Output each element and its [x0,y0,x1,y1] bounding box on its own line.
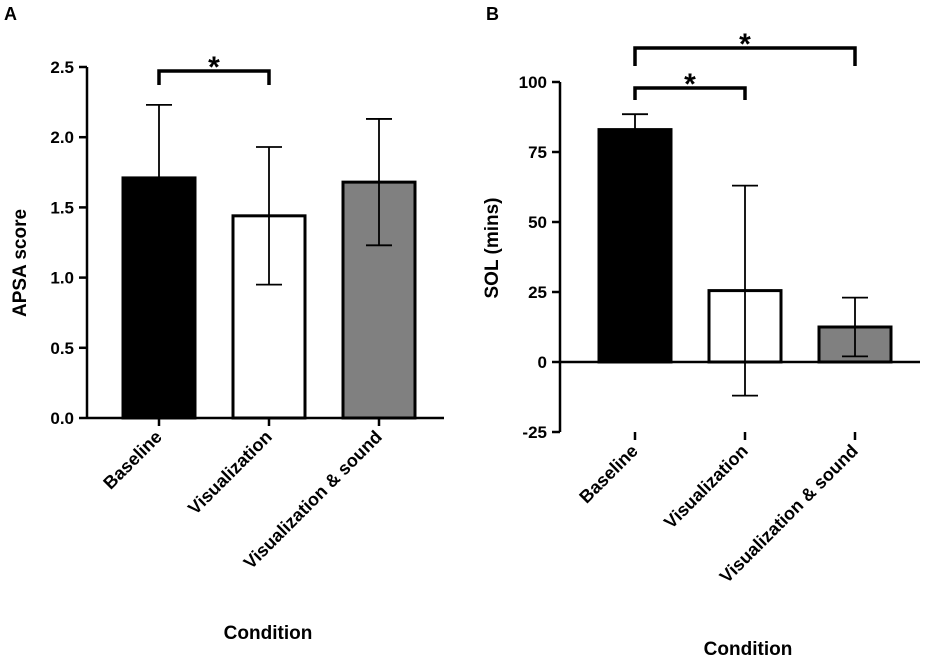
panel-b-y-axis: -25 0 25 50 75 100 [519,73,562,442]
panel-b-x-tick-label-visualization: Visualization [660,441,752,533]
panel-b-significance: ** [633,28,857,101]
panel-b-significance-star: * [739,28,751,61]
panel-a-y-tick-label: 1.5 [50,198,74,217]
panel-a-x-axis-title: Condition [224,623,313,644]
panel-a-y-tick-label: 2.0 [50,128,74,147]
panel-b-letter: B [486,4,499,24]
panel-a-y-axis-title: APSA score [10,209,31,317]
panel-a-error-bar-visualization [256,146,282,286]
panel-a-x-tick-label-visualization: Visualization [184,427,276,519]
panel-b-y-tick-label: -25 [522,423,547,442]
panel-a-error-bar-baseline [146,104,172,252]
panel-a-x-tick-label-baseline: Baseline [99,427,166,494]
panel-a-y-axis: 0.0 0.5 1.0 1.5 2.0 2.5 [50,58,89,428]
panel-a-y-tick-label: 0.0 [50,409,74,428]
panel-a-significance: * [157,51,271,85]
panel-b-error-bar-baseline [622,113,648,146]
panel-b-significance-bracket: * [633,28,857,66]
panel-b-x-axis-title: Condition [704,639,793,660]
panel-b-error-bar-visualization [732,184,758,397]
panel-b-bar-baseline [597,128,673,364]
panel-b-y-tick-label: 50 [528,213,547,232]
panel-a-significance-star: * [208,51,220,84]
panel-a-y-tick-label: 0.5 [50,339,74,358]
panel-b-error-bars [622,113,868,397]
panel-b-y-tick-label: 75 [528,143,547,162]
panel-b-x-tick-label-baseline: Baseline [575,441,642,508]
panel-b-significance-star: * [684,68,696,101]
panel-b-y-tick-label: 0 [538,353,547,372]
panel-b-error-bar-visualization-sound [842,296,868,358]
panel-b-y-tick-label: 100 [519,73,547,92]
panel-b-significance-bracket: * [633,68,747,101]
panel-a-significance-bracket: * [157,51,271,85]
panel-a-letter: A [4,4,17,24]
panel-a-error-bars [146,104,392,286]
panel-b-y-axis-title: SOL (mins) [482,198,503,299]
panel-b-y-tick-label: 25 [528,283,547,302]
panel-a-y-tick-label: 1.0 [50,269,74,288]
panel-a-error-bar-visualization-sound [366,118,392,247]
panel-a: A 0.0 0.5 1.0 1.5 2.0 2.5 Baseline Visualizati… [4,4,444,644]
panel-a-y-tick-label: 2.5 [50,58,74,77]
